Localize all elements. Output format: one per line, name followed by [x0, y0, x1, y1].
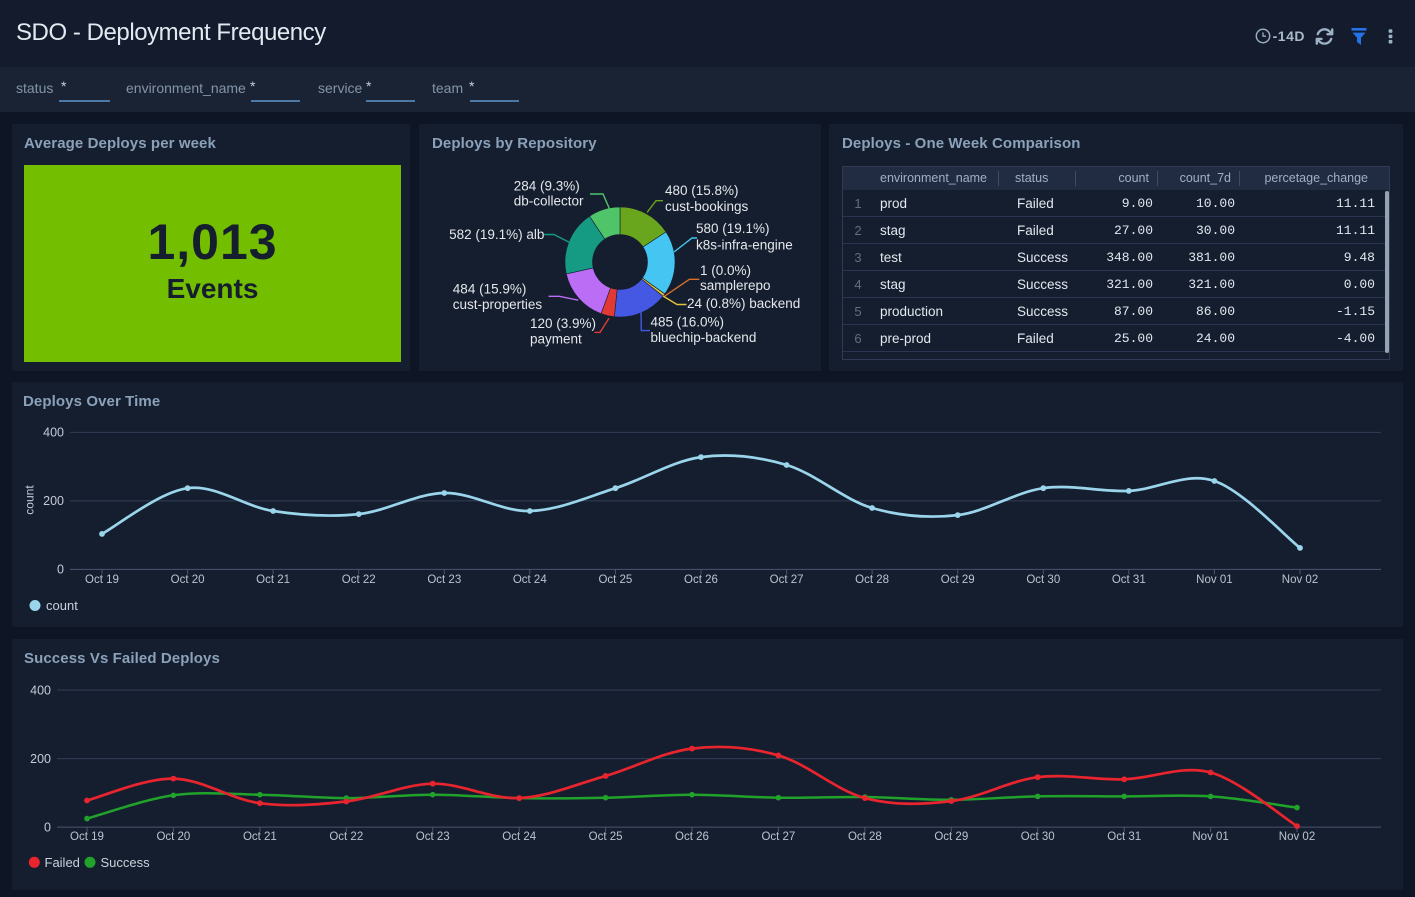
svg-text:Oct 22: Oct 22 [342, 574, 376, 586]
svg-text:Success: Success [101, 855, 151, 870]
svg-text:Oct 30: Oct 30 [1021, 831, 1055, 843]
svg-text:count: count [46, 598, 78, 613]
svg-text:Oct 19: Oct 19 [85, 574, 119, 586]
svg-text:Nov 01: Nov 01 [1196, 574, 1232, 586]
svg-text:Oct 21: Oct 21 [243, 831, 277, 843]
svg-text:Oct 26: Oct 26 [684, 574, 718, 586]
svg-text:Oct 20: Oct 20 [156, 831, 190, 843]
svg-text:Oct 24: Oct 24 [502, 831, 536, 843]
svg-text:Oct 20: Oct 20 [171, 574, 205, 586]
svg-text:120 (3.9%): 120 (3.9%) [530, 316, 596, 331]
svg-text:1 (0.0%): 1 (0.0%) [700, 263, 751, 278]
svg-text:Oct 21: Oct 21 [256, 574, 290, 586]
svg-text:Oct 28: Oct 28 [855, 574, 889, 586]
svg-text:Oct 31: Oct 31 [1107, 831, 1141, 843]
svg-text:Nov 02: Nov 02 [1282, 574, 1318, 586]
svg-text:0: 0 [44, 820, 51, 834]
svg-text:samplerepo: samplerepo [700, 278, 771, 293]
svg-text:200: 200 [30, 752, 51, 766]
svg-text:Oct 31: Oct 31 [1112, 574, 1146, 586]
svg-text:payment: payment [530, 331, 582, 346]
svg-text:200: 200 [43, 494, 64, 508]
svg-text:db-collector: db-collector [514, 194, 584, 209]
svg-text:284 (9.3%): 284 (9.3%) [514, 179, 580, 194]
svg-text:bluechip-backend: bluechip-backend [651, 330, 757, 345]
svg-text:Oct 29: Oct 29 [934, 831, 968, 843]
svg-text:cust-properties: cust-properties [453, 297, 543, 312]
svg-text:cust-bookings: cust-bookings [665, 199, 749, 214]
svg-text:Oct 27: Oct 27 [770, 574, 804, 586]
svg-text:0: 0 [57, 563, 64, 577]
svg-text:400: 400 [43, 426, 64, 440]
svg-text:Oct 24: Oct 24 [513, 574, 547, 586]
svg-text:Oct 22: Oct 22 [329, 831, 363, 843]
svg-text:Oct 26: Oct 26 [675, 831, 709, 843]
svg-text:Oct 29: Oct 29 [941, 574, 975, 586]
svg-text:480 (15.8%): 480 (15.8%) [665, 183, 739, 198]
svg-text:k8s-infra-engine: k8s-infra-engine [696, 237, 793, 252]
svg-text:Oct 25: Oct 25 [589, 831, 623, 843]
svg-text:Oct 27: Oct 27 [761, 831, 795, 843]
svg-text:Oct 23: Oct 23 [427, 574, 461, 586]
svg-text:Oct 25: Oct 25 [598, 574, 632, 586]
svg-text:24 (0.8%) backend: 24 (0.8%) backend [687, 296, 800, 311]
svg-text:Nov 02: Nov 02 [1279, 831, 1315, 843]
svg-text:Oct 30: Oct 30 [1026, 574, 1060, 586]
svg-text:485 (16.0%): 485 (16.0%) [651, 315, 725, 330]
svg-text:484 (15.9%): 484 (15.9%) [453, 281, 527, 296]
svg-text:580 (19.1%): 580 (19.1%) [696, 221, 770, 236]
svg-text:Oct 23: Oct 23 [416, 831, 450, 843]
svg-text:582 (19.1%) alb: 582 (19.1%) alb [449, 227, 544, 242]
svg-text:Failed: Failed [45, 855, 80, 870]
svg-text:Nov 01: Nov 01 [1192, 831, 1228, 843]
svg-text:count: count [23, 485, 37, 515]
svg-text:400: 400 [30, 683, 51, 697]
svg-text:Oct 19: Oct 19 [70, 831, 104, 843]
svg-text:Oct 28: Oct 28 [848, 831, 882, 843]
